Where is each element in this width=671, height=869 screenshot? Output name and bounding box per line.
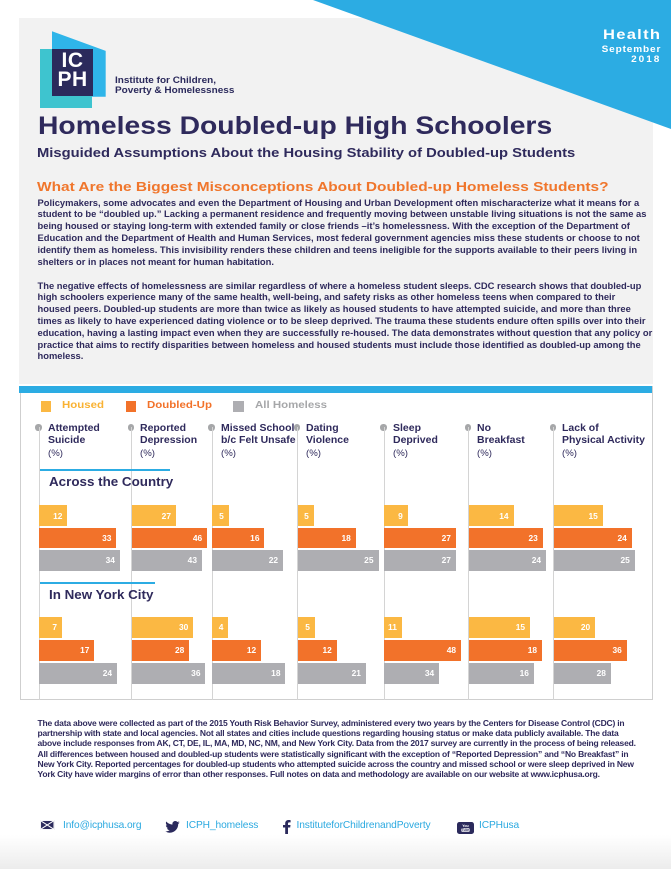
svg-text:Tube: Tube [462, 828, 470, 832]
svg-text:You: You [462, 824, 469, 828]
